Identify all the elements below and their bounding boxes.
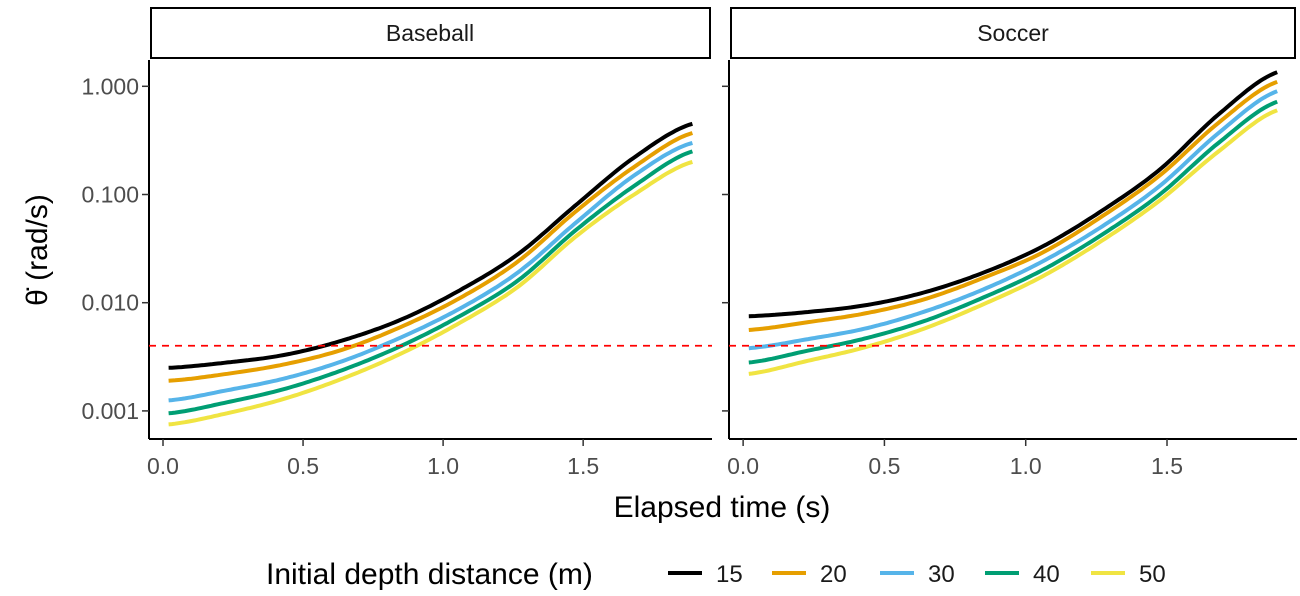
strip-label-baseball: Baseball	[386, 20, 474, 46]
y-tick-label: 1.000	[81, 73, 139, 99]
legend-label-30: 30	[928, 561, 955, 588]
x-tick-label: 0.0	[147, 453, 179, 479]
series-line-30-baseball	[168, 140, 693, 403]
x-axis-ticks: 0.0 0.5 1.0 1.5 0.0 0.5 1.0 1.5	[147, 453, 1183, 479]
x-tick-label: 1.5	[567, 453, 599, 479]
x-tick-label: 1.0	[427, 453, 459, 479]
series-line-20-soccer	[748, 79, 1278, 332]
legend-label-50: 50	[1139, 561, 1166, 588]
series-line-20-baseball	[168, 131, 694, 383]
x-tick-label: 1.5	[1151, 453, 1183, 479]
series-line-30-soccer	[748, 89, 1278, 351]
x-tick-label: 0.5	[287, 453, 319, 479]
series-line-50-baseball	[168, 159, 693, 427]
x-axis-title: Elapsed time (s)	[614, 491, 831, 524]
panel-baseball	[142, 60, 712, 446]
y-tick-label: 0.001	[81, 398, 139, 424]
y-axis-title: θ̇ (rad/s)	[21, 194, 54, 306]
legend: 15 20 30 40 50	[668, 561, 1166, 588]
x-tick-label: 0.0	[727, 453, 759, 479]
series-line-40-soccer	[748, 99, 1278, 365]
series-line-50-soccer	[748, 108, 1278, 376]
panel-soccer	[722, 60, 1297, 446]
x-tick-label: 0.5	[868, 453, 900, 479]
series-line-40-baseball	[168, 149, 694, 416]
legend-title: Initial depth distance (m)	[266, 558, 593, 591]
y-axis-ticks: 0.001 0.010 0.100 1.000	[81, 73, 139, 424]
strip-label-soccer: Soccer	[977, 20, 1049, 46]
legend-label-20: 20	[820, 561, 847, 588]
legend-label-15: 15	[716, 561, 743, 588]
y-tick-label: 0.100	[81, 182, 139, 208]
y-tick-label: 0.010	[81, 290, 139, 316]
x-tick-label: 1.0	[1010, 453, 1042, 479]
series-line-15-soccer	[748, 70, 1278, 319]
legend-label-40: 40	[1033, 561, 1060, 588]
strip-baseball	[150, 7, 711, 59]
strip-soccer	[730, 7, 1296, 59]
series-line-15-baseball	[168, 121, 693, 370]
